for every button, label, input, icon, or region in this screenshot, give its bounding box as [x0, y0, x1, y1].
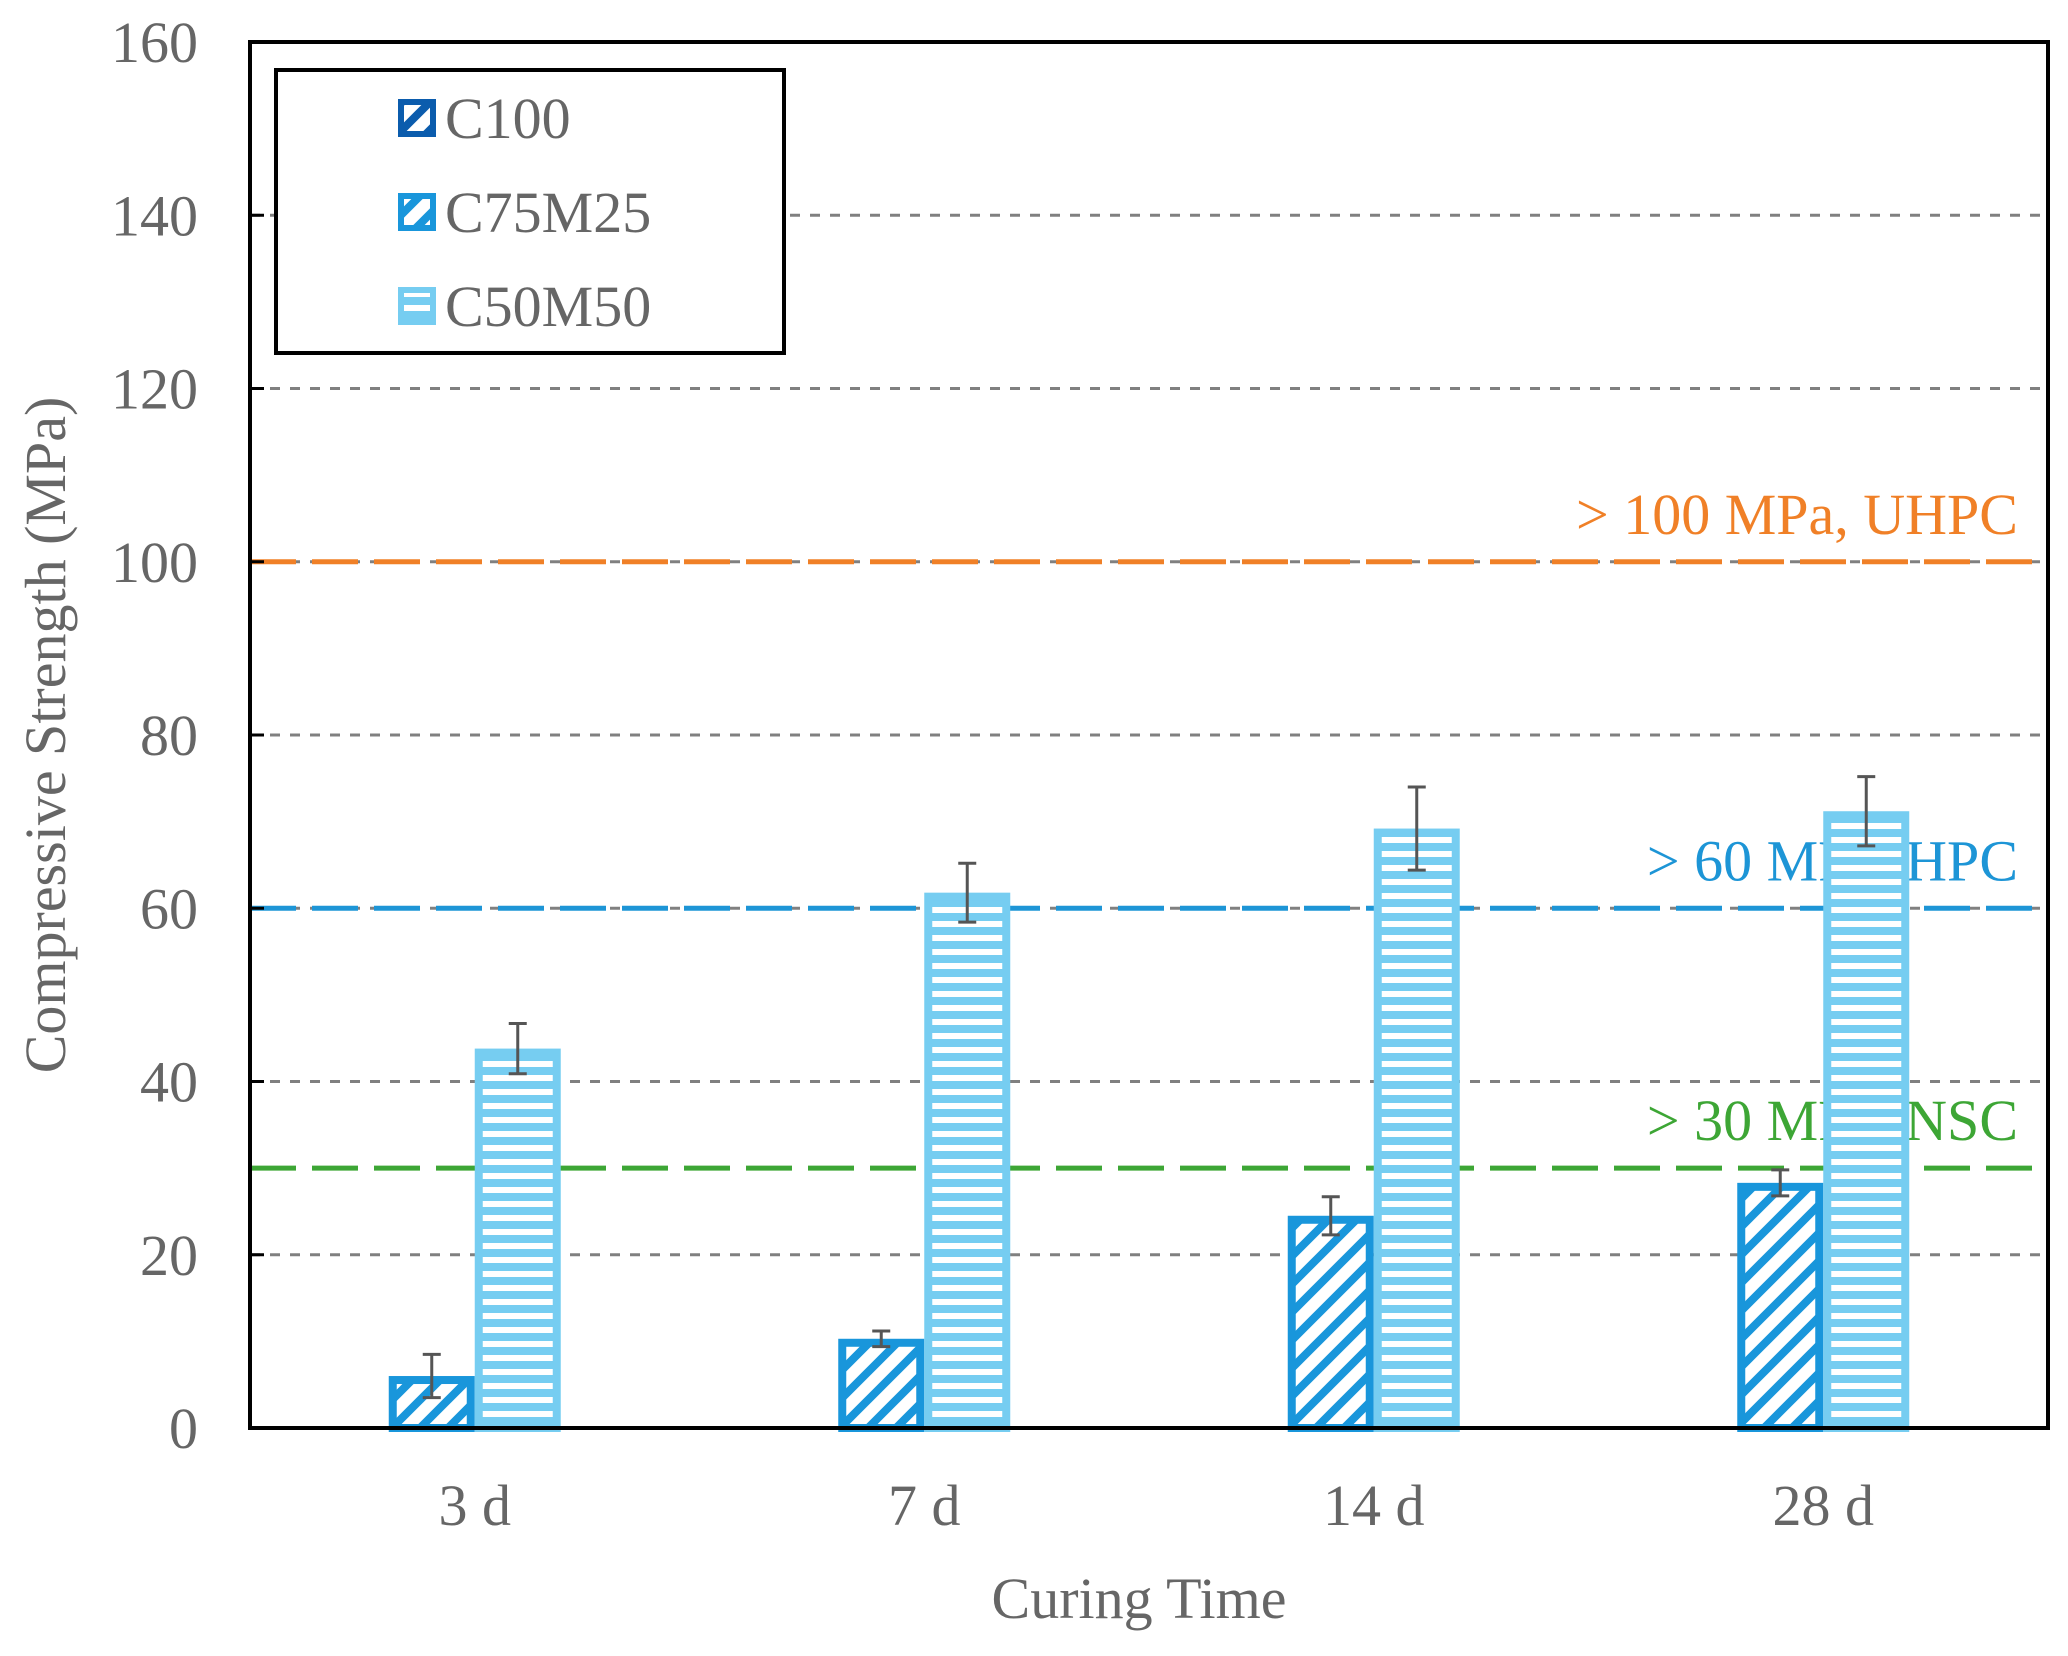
y-tick-label-80: 80 [140, 703, 198, 768]
y-tick-label-160: 160 [111, 10, 198, 75]
legend: C100 C75M25 C50M50 [274, 68, 786, 355]
legend-label-C75M25: C75M25 [445, 180, 651, 245]
legend-swatch-C50M50 [398, 287, 436, 325]
bar-C75M25-7d [838, 1338, 925, 1432]
y-axis-title: Compressive Strength (MPa) [13, 397, 78, 1074]
y-tick-label-20: 20 [140, 1223, 198, 1288]
bar-C50M50-14d [1373, 828, 1460, 1432]
y-tick-label-140: 140 [111, 183, 198, 248]
x-axis-title: Curing Time [992, 1566, 1287, 1631]
bar-C50M50-28d [1823, 811, 1910, 1432]
bar-C75M25-28d [1737, 1182, 1824, 1432]
legend-swatch-C75M25 [398, 193, 436, 231]
x-tick-label-7d: 7 d [888, 1473, 961, 1538]
bar-C50M50-7d [924, 892, 1011, 1432]
x-tick-label-14d: 14 d [1323, 1473, 1425, 1538]
legend-label-C100: C100 [445, 86, 571, 151]
axes [248, 40, 2050, 1430]
legend-label-C50M50: C50M50 [445, 274, 651, 339]
legend-box [274, 68, 786, 355]
y-tick-label-120: 120 [111, 357, 198, 422]
threshold-label-bg-100 [1598, 486, 2038, 547]
y-tick-label-100: 100 [111, 530, 198, 595]
x-tick-label-28d: 28 d [1773, 1473, 1875, 1538]
threshold-label-100: > 100 MPa, UHPC [1576, 482, 2018, 547]
bar-C50M50-3d [474, 1048, 561, 1433]
y-tick-label-0: 0 [169, 1396, 198, 1461]
bar-C75M25-14d [1287, 1215, 1374, 1433]
threshold-label-bg-30 [1598, 1093, 2038, 1154]
error-bars [422, 775, 1876, 1400]
legend-swatch-C100 [398, 99, 436, 137]
y-tick-label-40: 40 [140, 1050, 198, 1115]
tick-labels: 0 20 40 60 80 100 120 140 160 3 d 7 d 14 d 28 d [111, 10, 1874, 1538]
y-tick-label-60: 60 [140, 876, 198, 941]
threshold-label-bg-60 [1598, 833, 2038, 894]
bars [388, 811, 1910, 1433]
x-tick-label-3d: 3 d [439, 1473, 512, 1538]
threshold-lines: > 100 MPa, UHPC> 60 MPa, HPC> 30 MPa, NS… [250, 482, 2048, 1171]
